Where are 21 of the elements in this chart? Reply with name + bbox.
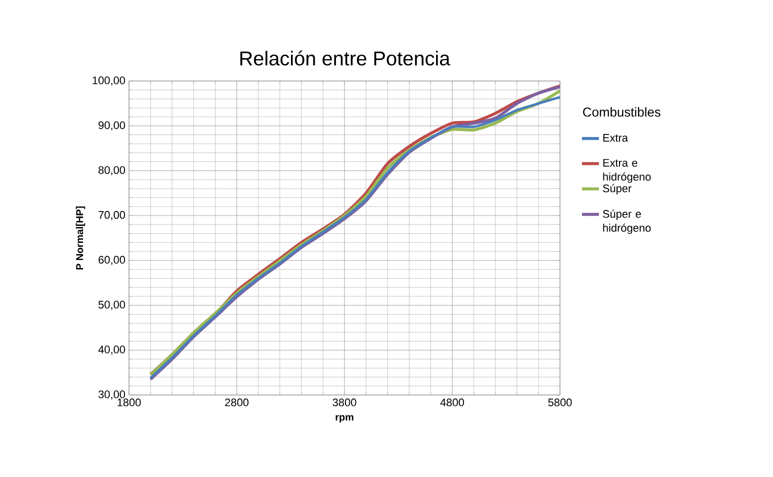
x-tick-label: 5800 [548,398,572,406]
legend-label: Súper e hidrógeno [602,210,651,234]
x-tick-label: 3800 [332,398,356,406]
y-tick-label: 80,00 [98,166,126,176]
x-tick-label: 4800 [440,398,464,406]
x-axis-title: rpm [336,415,354,423]
y-tick-label: 90,00 [98,121,126,130]
legend-title: Combustibles [583,107,660,117]
x-tick-label: 1800 [118,398,141,406]
legend-label: Extra e hidrógeno [603,159,651,183]
y-tick-label: 40,00 [98,346,126,355]
y-tick-label: 70,00 [98,211,126,220]
y-tick-label: 50,00 [98,300,126,310]
legend-label: Súper [602,184,632,194]
y-axis-title: P Normal[HP] [76,206,86,270]
y-tick-label: 30,00 [98,390,126,400]
chart-title: Relación entre Potencia [240,50,450,66]
x-tick-label: 2800 [225,398,248,406]
legend-label: Extra [603,134,628,142]
y-tick-label: 60,00 [98,256,126,265]
y-tick-label: 100,00 [92,76,126,86]
